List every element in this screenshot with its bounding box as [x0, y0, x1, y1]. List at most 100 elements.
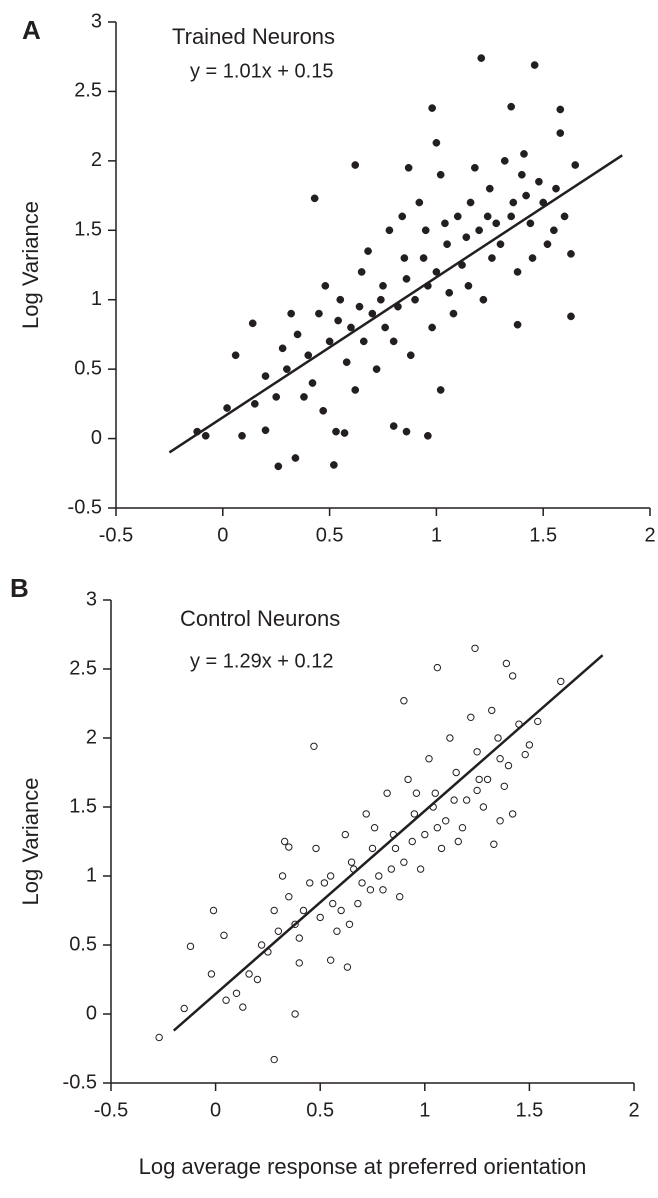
data-point [513, 268, 522, 276]
data-point [404, 775, 412, 784]
data-point [543, 240, 552, 249]
data-point [500, 782, 508, 790]
data-point [222, 996, 230, 1004]
data-point [517, 170, 526, 179]
data-point [467, 713, 475, 721]
data-point [556, 129, 565, 137]
data-point [521, 750, 529, 759]
data-point [287, 309, 296, 318]
data-point [320, 879, 329, 887]
y-tick-label: 1.5 [69, 795, 97, 817]
data-point [432, 268, 441, 276]
data-point [357, 268, 366, 276]
data-point [445, 288, 454, 297]
data-point [362, 810, 370, 818]
data-point [412, 789, 421, 797]
fit-line [172, 654, 604, 1032]
data-point [398, 212, 407, 221]
data-point [520, 150, 528, 158]
data-point [304, 351, 313, 360]
data-point [496, 755, 504, 763]
data-point [351, 161, 360, 169]
data-point [462, 233, 471, 242]
fit-line [168, 154, 623, 454]
data-point [530, 61, 539, 69]
data-point [509, 198, 518, 207]
data-point [464, 281, 473, 290]
x-tick-label: -0.5 [94, 1099, 128, 1121]
x-tick-label: 0.5 [316, 524, 344, 546]
data-point [372, 365, 381, 373]
data-point [494, 734, 502, 742]
data-point [340, 429, 349, 437]
y-tick-label: 1 [86, 864, 97, 886]
data-point [410, 810, 419, 818]
data-point [326, 872, 335, 880]
data-point [351, 386, 360, 394]
data-point [248, 319, 257, 328]
data-point [379, 886, 387, 894]
data-point [306, 879, 314, 887]
data-point [500, 157, 509, 165]
data-point [552, 184, 560, 193]
data-point [366, 886, 375, 894]
y-tick-label: 1.5 [74, 219, 102, 241]
data-point [253, 975, 262, 984]
data-point [556, 105, 565, 114]
data-point [332, 427, 340, 436]
data-point [201, 431, 210, 440]
data-point [475, 226, 483, 235]
data-point [450, 796, 458, 804]
data-point [416, 865, 425, 873]
data-point [278, 344, 287, 353]
data-point [525, 741, 534, 749]
data-point [370, 824, 379, 832]
data-point [428, 104, 436, 112]
data-point [507, 102, 516, 111]
data-point [358, 879, 366, 887]
data-point [319, 406, 328, 415]
data-point [315, 309, 323, 318]
data-point [400, 254, 409, 262]
data-point [424, 431, 432, 440]
data-point [278, 872, 287, 880]
y-axis-label: Log Variance [18, 777, 43, 905]
data-point [526, 219, 535, 228]
data-point [550, 226, 558, 235]
panel-label: A [22, 15, 41, 45]
data-point [180, 1004, 188, 1013]
data-point [488, 254, 496, 262]
data-point [375, 872, 383, 880]
data-point [334, 316, 342, 325]
data-point [433, 663, 442, 672]
data-point [402, 275, 411, 283]
x-tick-label: -0.5 [99, 524, 133, 546]
data-point [490, 840, 498, 848]
data-point [207, 970, 216, 978]
data-point [433, 824, 442, 832]
data-point [508, 672, 517, 680]
data-point [347, 858, 356, 866]
data-point [425, 755, 433, 763]
y-tick-label: 0.5 [69, 933, 97, 955]
data-point [560, 212, 569, 221]
x-tick-label: 0 [217, 524, 228, 546]
data-point [232, 989, 241, 997]
data-point [293, 330, 302, 339]
y-tick-label: 2.5 [74, 80, 102, 102]
data-point [312, 844, 320, 853]
data-point [272, 393, 281, 401]
data-point [504, 761, 513, 770]
data-point [270, 1055, 278, 1064]
data-point [432, 138, 441, 147]
data-point [316, 913, 324, 922]
data-point [479, 803, 488, 811]
y-axis-label: Log Variance [18, 201, 43, 329]
data-point [377, 295, 385, 304]
data-point [368, 844, 377, 853]
fit-equation: y = 1.29x + 0.12 [190, 650, 333, 672]
data-point [274, 927, 283, 935]
data-point [479, 295, 488, 304]
data-point [402, 427, 411, 436]
